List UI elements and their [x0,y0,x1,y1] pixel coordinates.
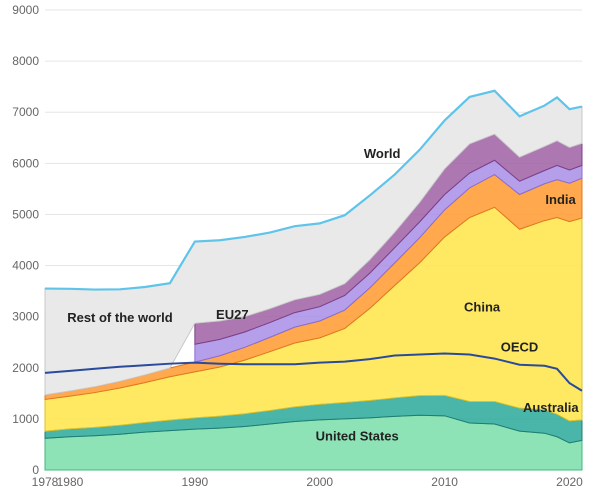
y-tick-label: 1000 [12,412,39,426]
stacked-area-chart: 0100020003000400050006000700080009000197… [0,0,600,500]
y-tick-label: 4000 [12,259,39,273]
label-india: India [545,192,576,207]
y-tick-label: 2000 [12,361,39,375]
y-tick-label: 8000 [12,54,39,68]
x-tick-label: 2000 [306,475,333,489]
x-tick-label: 1980 [57,475,84,489]
x-tick-label: 2010 [431,475,458,489]
x-tick-label: 2020 [556,475,583,489]
chart-svg: 0100020003000400050006000700080009000197… [0,0,600,500]
label-oecd: OECD [501,339,539,354]
y-tick-label: 3000 [12,310,39,324]
label-world: World [364,146,401,161]
y-tick-label: 5000 [12,207,39,221]
y-tick-label: 7000 [12,105,39,119]
x-tick-label: 1978 [32,475,59,489]
label-australia: Australia [523,400,579,415]
label-eu27: EU27 [216,307,249,322]
y-tick-label: 6000 [12,156,39,170]
label-rest: Rest of the world [67,310,173,325]
label-china: China [464,300,501,315]
x-tick-label: 1990 [182,475,209,489]
label-us: United States [316,428,399,443]
y-tick-label: 9000 [12,3,39,17]
